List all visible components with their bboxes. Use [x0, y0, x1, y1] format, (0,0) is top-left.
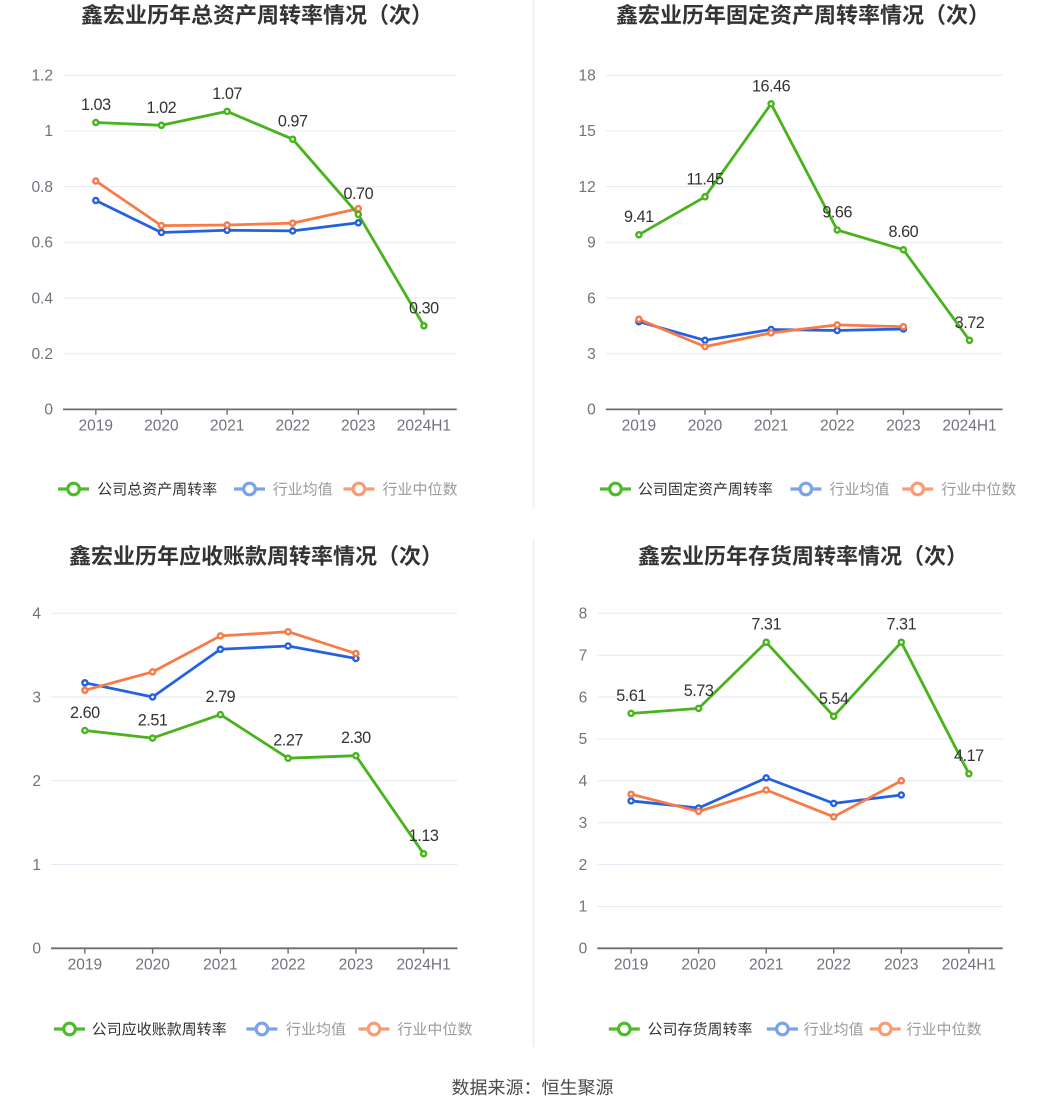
svg-text:2022: 2022: [820, 417, 854, 434]
svg-text:0: 0: [44, 402, 53, 419]
svg-text:2019: 2019: [622, 417, 656, 434]
svg-text:2022: 2022: [275, 417, 309, 434]
svg-text:3: 3: [579, 815, 588, 832]
svg-text:2024H1: 2024H1: [942, 417, 996, 434]
svg-text:2023: 2023: [886, 417, 920, 434]
svg-text:2022: 2022: [816, 956, 850, 973]
svg-text:2: 2: [579, 857, 588, 874]
svg-text:3.72: 3.72: [955, 314, 985, 332]
svg-text:2019: 2019: [614, 956, 648, 973]
svg-text:2020: 2020: [144, 417, 179, 434]
svg-text:2023: 2023: [341, 417, 375, 434]
svg-text:7: 7: [579, 648, 588, 665]
svg-text:0: 0: [579, 941, 588, 958]
svg-text:9: 9: [587, 235, 596, 252]
svg-text:2021: 2021: [754, 417, 788, 434]
svg-text:1: 1: [579, 899, 588, 916]
svg-text:2020: 2020: [135, 956, 170, 973]
svg-text:2.79: 2.79: [206, 688, 236, 706]
svg-text:0.6: 0.6: [31, 235, 53, 252]
svg-text:2024H1: 2024H1: [396, 956, 450, 973]
svg-text:5.54: 5.54: [819, 690, 849, 708]
svg-text:16.46: 16.46: [752, 77, 791, 95]
svg-text:1.07: 1.07: [212, 85, 242, 103]
svg-text:8.60: 8.60: [889, 223, 919, 241]
svg-text:0.2: 0.2: [31, 346, 53, 363]
svg-text:4.17: 4.17: [954, 747, 984, 765]
svg-text:5.61: 5.61: [616, 687, 646, 705]
svg-text:0: 0: [587, 402, 596, 419]
svg-text:2.60: 2.60: [70, 704, 100, 722]
svg-text:2019: 2019: [68, 956, 102, 973]
svg-text:2023: 2023: [884, 956, 918, 973]
svg-text:12: 12: [579, 179, 596, 196]
svg-text:2.27: 2.27: [273, 732, 303, 750]
svg-text:8: 8: [579, 606, 588, 623]
svg-text:0.70: 0.70: [343, 185, 373, 203]
svg-text:4: 4: [579, 773, 588, 790]
svg-text:1.13: 1.13: [409, 827, 439, 845]
svg-text:2023: 2023: [339, 956, 373, 973]
svg-text:15: 15: [579, 123, 596, 140]
svg-text:2: 2: [32, 773, 41, 790]
svg-text:6: 6: [579, 689, 588, 706]
svg-text:1: 1: [32, 857, 41, 874]
svg-text:2021: 2021: [203, 956, 237, 973]
svg-text:1: 1: [44, 123, 53, 140]
svg-text:4: 4: [32, 606, 41, 623]
svg-text:2.51: 2.51: [138, 712, 168, 730]
svg-text:0.8: 0.8: [31, 179, 53, 196]
svg-text:2024H1: 2024H1: [942, 956, 996, 973]
svg-text:2.30: 2.30: [341, 729, 371, 747]
svg-text:5: 5: [579, 731, 588, 748]
svg-text:9.41: 9.41: [624, 208, 654, 226]
svg-text:0.4: 0.4: [31, 290, 53, 307]
svg-text:2021: 2021: [749, 956, 783, 973]
svg-text:2020: 2020: [688, 417, 723, 434]
svg-text:7.31: 7.31: [751, 616, 781, 634]
svg-text:0.97: 0.97: [278, 113, 308, 131]
svg-text:2021: 2021: [210, 417, 244, 434]
svg-text:7.31: 7.31: [886, 616, 916, 634]
svg-text:1.2: 1.2: [31, 68, 53, 85]
svg-text:6: 6: [587, 290, 596, 307]
svg-text:1.03: 1.03: [81, 96, 111, 114]
svg-text:11.45: 11.45: [686, 170, 724, 188]
svg-text:18: 18: [579, 68, 596, 85]
svg-text:5.73: 5.73: [684, 682, 714, 700]
svg-text:2020: 2020: [681, 956, 716, 973]
svg-text:1.02: 1.02: [147, 99, 177, 117]
svg-text:0.30: 0.30: [409, 299, 439, 317]
svg-text:0: 0: [32, 941, 41, 958]
svg-text:3: 3: [587, 346, 596, 363]
svg-text:3: 3: [32, 689, 41, 706]
svg-text:9.66: 9.66: [822, 204, 852, 222]
svg-text:2022: 2022: [271, 956, 305, 973]
svg-text:2024H1: 2024H1: [397, 417, 451, 434]
svg-text:2019: 2019: [79, 417, 113, 434]
